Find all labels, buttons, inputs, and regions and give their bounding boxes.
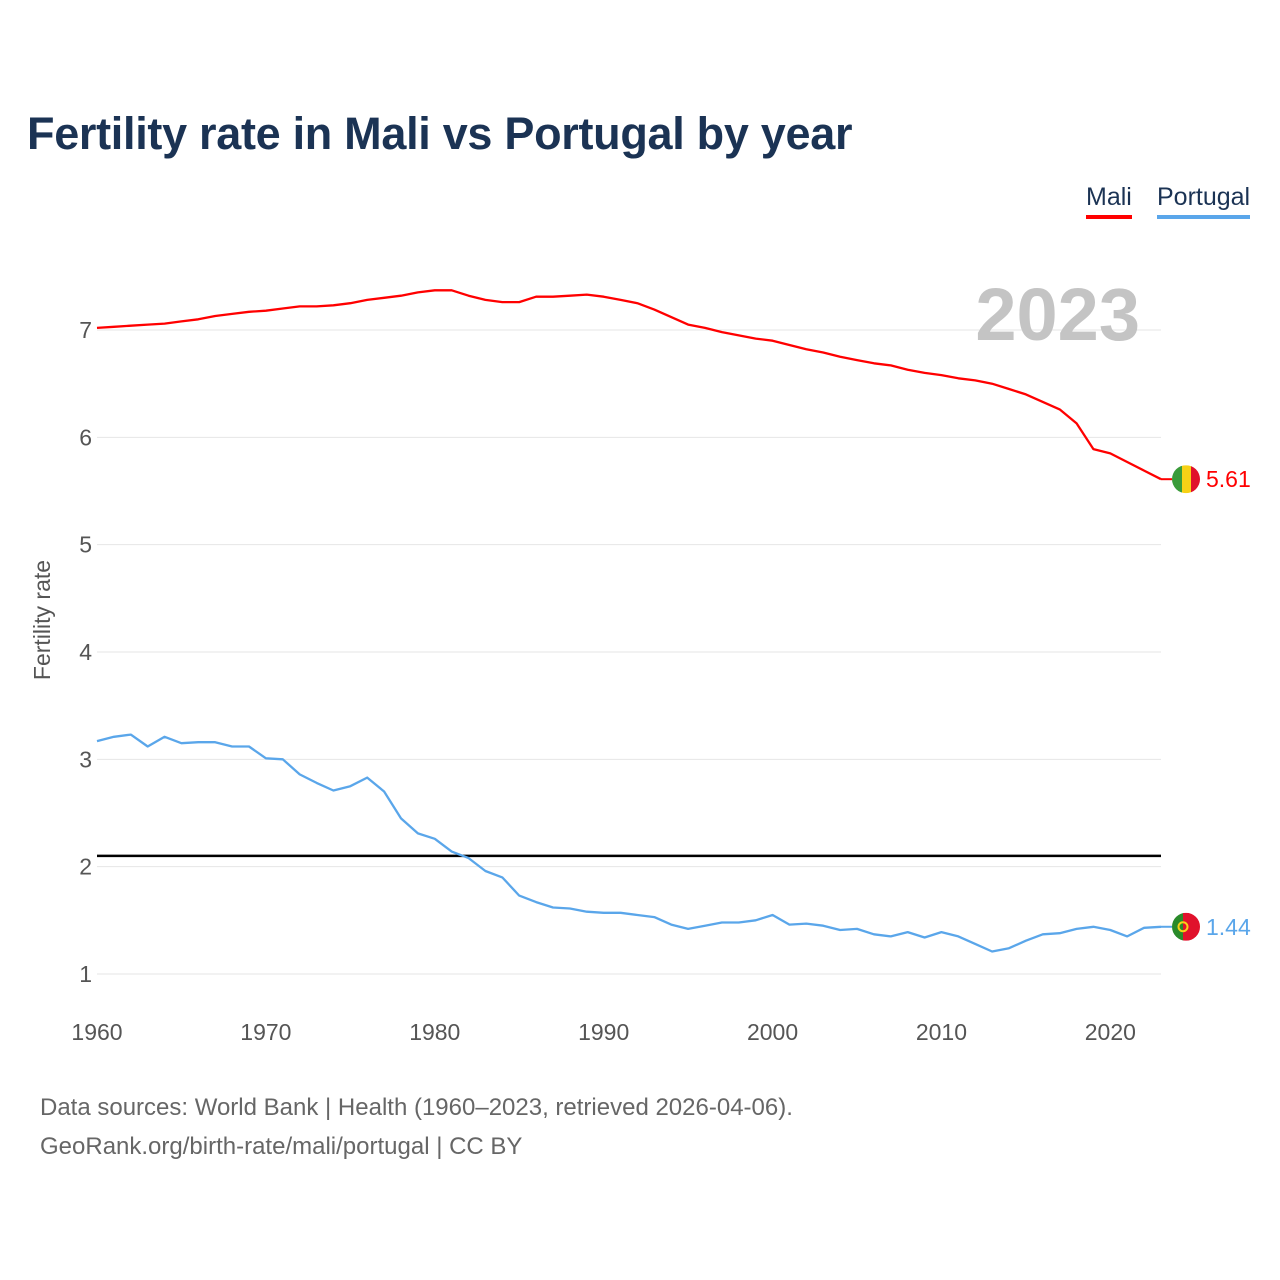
x-tick-label: 2000: [747, 1019, 798, 1045]
x-tick-label: 1970: [240, 1019, 291, 1045]
portugal-flag-icon: [1161, 912, 1200, 941]
y-tick-label: 2: [79, 854, 92, 880]
x-tick-label: 2010: [916, 1019, 967, 1045]
y-tick-label: 7: [79, 317, 92, 343]
source-link[interactable]: GeoRank.org/birth-rate/mali/portugal | C…: [40, 1133, 523, 1160]
legend-item-mali[interactable]: Mali: [1086, 183, 1132, 219]
year-label: 2023: [975, 273, 1140, 356]
y-tick-label: 5: [79, 532, 92, 558]
mali-flag-icon: [1161, 465, 1200, 494]
source-line: Data sources: World Bank | Health (1960–…: [40, 1094, 793, 1121]
y-tick-label: 3: [79, 746, 92, 772]
y-tick-label: 6: [79, 424, 92, 450]
y-tick-label: 1: [79, 961, 92, 987]
series-line-portugal[interactable]: [96, 733, 1162, 953]
y-axis-label: Fertility rate: [29, 560, 55, 680]
x-tick-label: 1980: [409, 1019, 460, 1045]
x-tick-label: 1960: [71, 1019, 122, 1045]
x-tick-label: 2020: [1085, 1019, 1136, 1045]
series-line-mali[interactable]: [96, 289, 1162, 481]
end-value-label: 5.61: [1206, 466, 1251, 492]
end-value-label: 1.44: [1206, 914, 1251, 940]
x-tick-label: 1990: [578, 1019, 629, 1045]
chart-title: Fertility rate in Mali vs Portugal by ye…: [27, 108, 853, 159]
legend-item-portugal[interactable]: Portugal: [1157, 183, 1251, 219]
y-tick-label: 4: [79, 639, 92, 665]
source-note: Data sources: World Bank | Health (1960–…: [40, 1088, 793, 1166]
